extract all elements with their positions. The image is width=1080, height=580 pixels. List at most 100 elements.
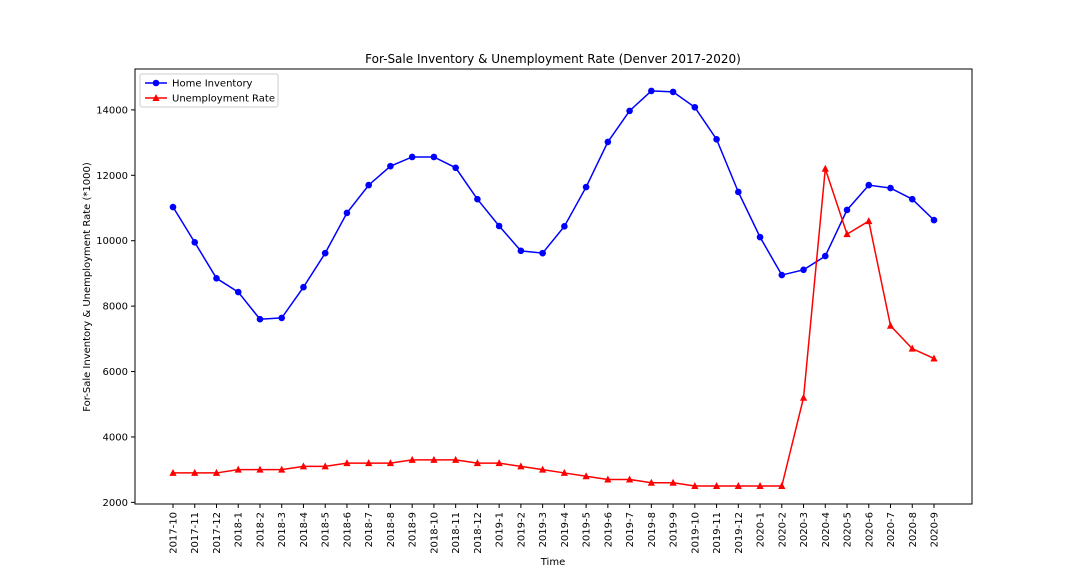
data-point: [169, 468, 177, 476]
data-point: [669, 478, 677, 486]
data-point: [278, 465, 286, 473]
data-point: [191, 468, 199, 476]
data-point: [408, 455, 416, 463]
x-tick-label: 2019-9: [669, 512, 680, 547]
data-point: [495, 459, 503, 467]
y-tick-label: 2000: [103, 498, 128, 509]
data-point: [669, 88, 677, 96]
y-tick-label: 12000: [96, 171, 128, 182]
x-tick-label: 2019-10: [690, 512, 701, 554]
data-point: [213, 275, 220, 282]
data-point: [648, 87, 655, 95]
x-tick-label: 2018-6: [342, 512, 353, 547]
legend-label-home-inventory: Home Inventory: [172, 79, 253, 90]
data-point: [691, 482, 699, 490]
series-layer: [169, 87, 938, 490]
data-point: [713, 136, 720, 143]
data-point: [821, 164, 829, 172]
data-point: [604, 475, 612, 483]
x-tick-label: 2019-1: [495, 512, 506, 547]
x-tick-label: 2018-11: [451, 512, 462, 554]
x-tick-label: 2019-7: [625, 512, 636, 547]
data-point: [930, 216, 938, 224]
y-tick-label: 10000: [96, 236, 128, 247]
x-tick-label: 2018-3: [277, 512, 288, 547]
data-point: [691, 103, 699, 111]
x-tick-label: 2018-7: [364, 512, 375, 547]
data-point: [321, 249, 329, 257]
data-point: [256, 315, 264, 323]
data-point: [430, 153, 438, 161]
data-point: [626, 107, 633, 115]
data-point: [734, 482, 742, 490]
x-tick-label: 2020-9: [930, 512, 941, 547]
data-point: [604, 138, 612, 146]
x-tick-label: 2020-3: [799, 512, 810, 547]
series-line-unemployment-rate: [173, 168, 935, 487]
x-tick-label: 2017-10: [169, 512, 180, 554]
data-point: [365, 181, 372, 189]
data-point: [343, 209, 351, 217]
data-point: [800, 266, 807, 274]
plot-area: [134, 68, 973, 505]
x-tick-label: 2018-2: [255, 512, 266, 547]
x-tick-label: 2019-12: [734, 512, 745, 554]
data-point: [452, 455, 460, 463]
series-home-inventory: [169, 87, 938, 323]
chart-title: For-Sale Inventory & Unemployment Rate (…: [365, 52, 741, 66]
x-tick-label: 2018-9: [408, 512, 419, 547]
x-tick-label: 2017-11: [190, 512, 201, 554]
x-tick-label: 2019-6: [603, 512, 614, 547]
data-point: [756, 233, 764, 241]
x-tick-label: 2020-1: [756, 512, 767, 547]
data-point: [517, 247, 525, 255]
x-tick-label: 2018-5: [321, 512, 332, 547]
data-point: [191, 239, 199, 246]
x-tick-label: 2018-8: [386, 512, 397, 547]
data-point: [865, 217, 873, 225]
x-tick-label: 2018-12: [473, 512, 484, 554]
data-point: [169, 203, 177, 211]
legend-marker-home-inventory: [152, 79, 160, 87]
x-tick-label: 2019-5: [582, 512, 593, 547]
x-tick-label: 2017-12: [212, 512, 223, 554]
data-point: [886, 321, 895, 329]
data-point: [473, 459, 481, 467]
x-tick-label: 2020-2: [777, 512, 788, 547]
data-point: [386, 459, 395, 467]
x-tick-label: 2019-3: [538, 512, 549, 547]
x-tick-label: 2019-8: [647, 512, 658, 547]
data-point: [495, 222, 503, 230]
data-point: [452, 164, 459, 172]
data-point: [865, 181, 873, 189]
data-point: [321, 462, 329, 470]
data-point: [843, 206, 851, 214]
legend-label-unemployment-rate: Unemployment Rate: [172, 94, 275, 105]
x-axis-label: Time: [540, 557, 565, 568]
data-point: [799, 393, 808, 401]
data-point: [300, 283, 307, 291]
data-point: [735, 188, 742, 196]
data-point: [582, 472, 590, 480]
data-point: [756, 482, 764, 490]
data-point: [560, 468, 568, 476]
y-tick-label: 6000: [103, 367, 128, 378]
legend: Home Inventory Unemployment Rate: [139, 73, 279, 108]
data-point: [539, 249, 546, 257]
data-point: [582, 183, 590, 191]
data-point: [626, 475, 634, 483]
x-tick-label: 2019-4: [560, 512, 571, 547]
x-tick-label: 2018-10: [429, 512, 440, 554]
y-axis: 2000 4000 6000 8000 10000 12000 14000: [96, 105, 135, 509]
x-tick-label: 2019-2: [516, 512, 527, 547]
data-point: [712, 482, 721, 490]
x-tick-label: 2020-5: [843, 512, 854, 547]
x-axis: 2017-10 2017-11 2017-12 2018-1 2018-2 2018-3 2…: [169, 504, 941, 554]
data-point: [778, 271, 786, 279]
data-point: [843, 230, 851, 238]
data-point: [408, 153, 416, 161]
x-tick-label: 2020-8: [908, 512, 919, 547]
data-point: [561, 223, 568, 230]
